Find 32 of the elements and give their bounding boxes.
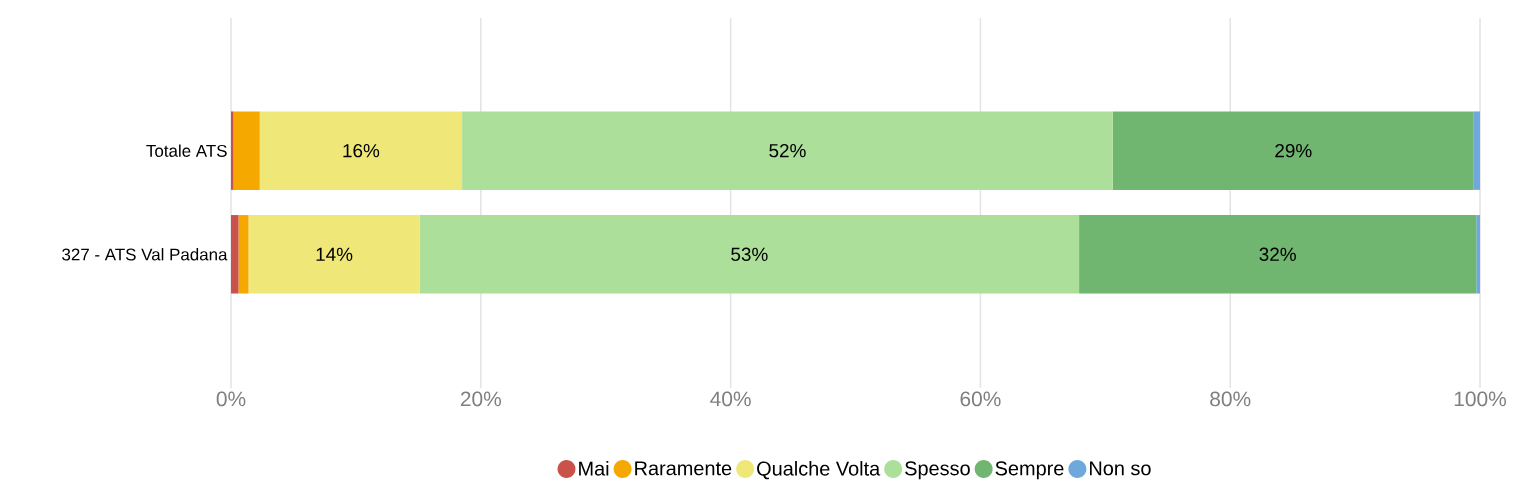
legend-label: Spesso — [905, 461, 970, 480]
bar — [1112, 111, 1474, 190]
data-label: 52% — [769, 143, 806, 158]
x-tick-label: 60% — [960, 391, 1001, 407]
data-label: 53% — [731, 247, 768, 261]
legend-label: Non so — [1090, 461, 1151, 476]
x-tick-label: 40% — [710, 391, 751, 407]
bar — [1476, 215, 1481, 294]
bar — [1473, 111, 1481, 190]
bar — [462, 111, 1113, 190]
data-label: 29% — [1275, 143, 1312, 158]
bar — [248, 215, 420, 294]
y-tick-label: Totale ATS — [146, 144, 227, 157]
x-tick-label: 80% — [1210, 391, 1251, 407]
bar — [259, 111, 463, 190]
legend-label: Sempre — [995, 461, 1064, 480]
bar — [419, 215, 1080, 294]
x-tick-label: 100% — [1454, 391, 1507, 407]
data-label: 32% — [1259, 247, 1296, 261]
x-tick-label: 20% — [460, 391, 501, 407]
bar — [231, 111, 234, 190]
bar — [1079, 215, 1477, 294]
bar — [231, 215, 239, 294]
data-label: 16% — [343, 143, 380, 158]
bar — [238, 215, 249, 294]
data-label: 14% — [316, 247, 353, 261]
y-tick-label: 327 - ATS Val Padana — [62, 248, 228, 261]
x-tick-label: 0% — [216, 391, 246, 407]
legend-label: Raramente — [635, 461, 732, 476]
bar — [233, 111, 260, 190]
legend-label: Mai — [579, 461, 609, 476]
legend-label: Qualche Volta — [757, 461, 881, 480]
